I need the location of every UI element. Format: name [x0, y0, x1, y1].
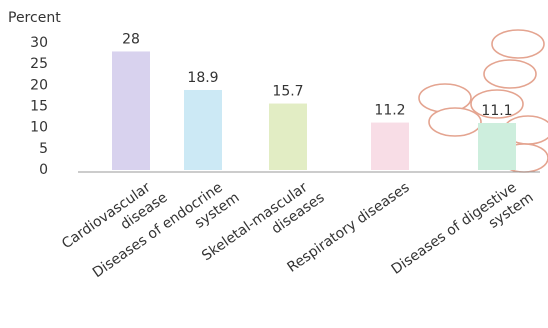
data-label: 11.2 — [374, 103, 405, 119]
bar — [478, 123, 516, 170]
pill — [483, 59, 537, 89]
data-label: 18.9 — [187, 70, 218, 86]
bar — [371, 122, 409, 170]
y-tick-label: 5 — [39, 141, 48, 157]
y-tick-label: 30 — [30, 35, 48, 51]
y-tick-label: 15 — [30, 99, 48, 115]
pill — [491, 29, 545, 59]
pill — [418, 83, 472, 113]
data-label: 15.7 — [272, 84, 303, 100]
pill — [470, 89, 524, 119]
bar — [112, 51, 150, 170]
pill — [428, 107, 482, 137]
data-label: 28 — [122, 31, 140, 47]
y-tick-label: 10 — [30, 120, 48, 136]
bar — [184, 89, 222, 170]
y-tick-label: 25 — [30, 56, 48, 72]
y-tick-label: 0 — [39, 162, 48, 178]
y-axis-label: Percent — [8, 10, 61, 26]
y-tick-label: 20 — [30, 77, 48, 93]
data-label: 11.1 — [481, 103, 512, 119]
bar — [269, 103, 307, 170]
